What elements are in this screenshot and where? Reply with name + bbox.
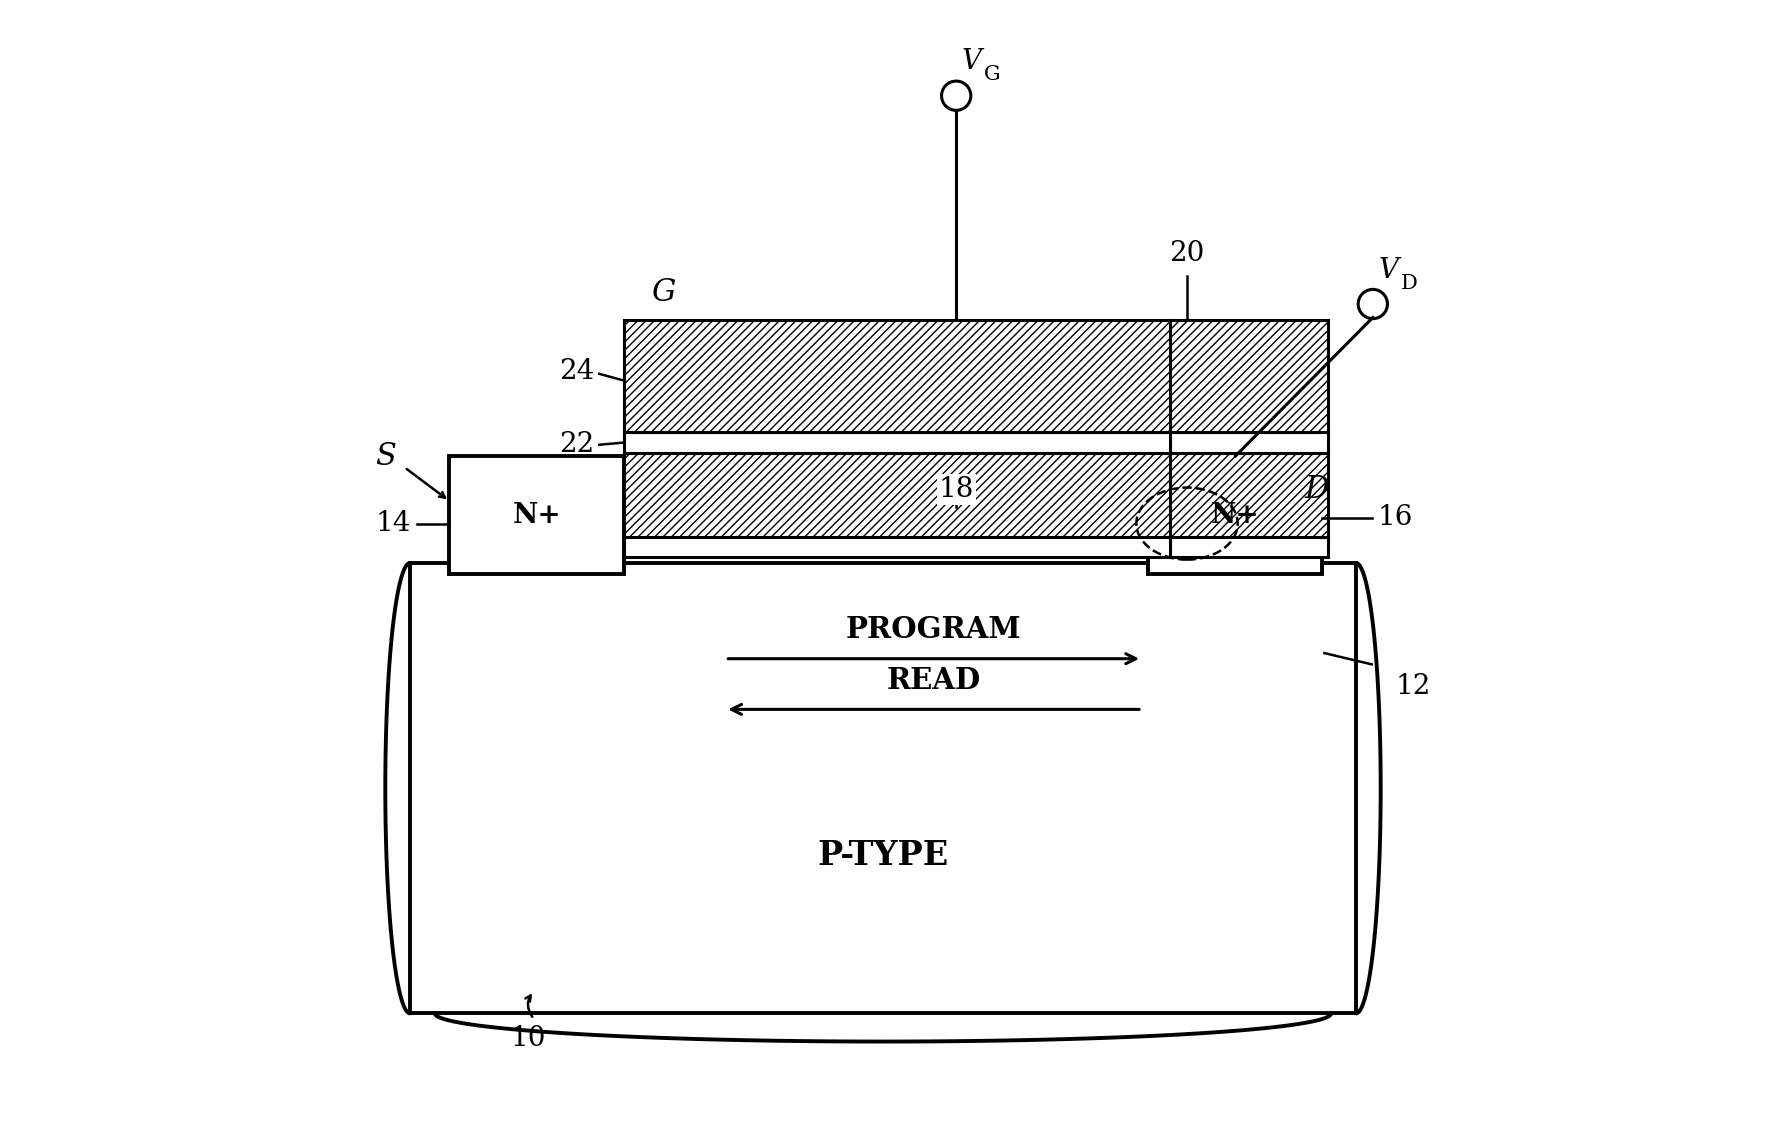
Text: 14: 14 [376, 510, 411, 537]
Text: READ: READ [887, 665, 980, 695]
Text: N+: N+ [512, 502, 562, 529]
Bar [623, 432, 1328, 453]
Text: N+: N+ [1211, 502, 1259, 529]
Text: P-TYPE: P-TYPE [818, 839, 948, 873]
Text: 20: 20 [1169, 240, 1204, 267]
Bar [1148, 456, 1323, 574]
Text: D: D [1400, 274, 1418, 293]
Text: 12: 12 [1395, 673, 1430, 700]
Text: S: S [374, 440, 396, 472]
Text: PROGRAM: PROGRAM [846, 615, 1021, 644]
Text: 22: 22 [560, 431, 595, 458]
Text: G: G [652, 277, 676, 309]
Bar [450, 456, 623, 574]
Bar [623, 453, 1328, 537]
Text: V: V [1379, 257, 1399, 284]
Text: 24: 24 [560, 358, 595, 385]
Text: G: G [984, 65, 1001, 84]
Text: 18: 18 [938, 476, 973, 503]
Bar [410, 563, 1356, 1013]
Text: D: D [1305, 474, 1328, 506]
Bar [623, 537, 1328, 557]
Bar [623, 320, 1328, 432]
Text: 16: 16 [1377, 504, 1413, 531]
Text: 10: 10 [510, 1025, 546, 1052]
Text: V: V [962, 48, 982, 75]
